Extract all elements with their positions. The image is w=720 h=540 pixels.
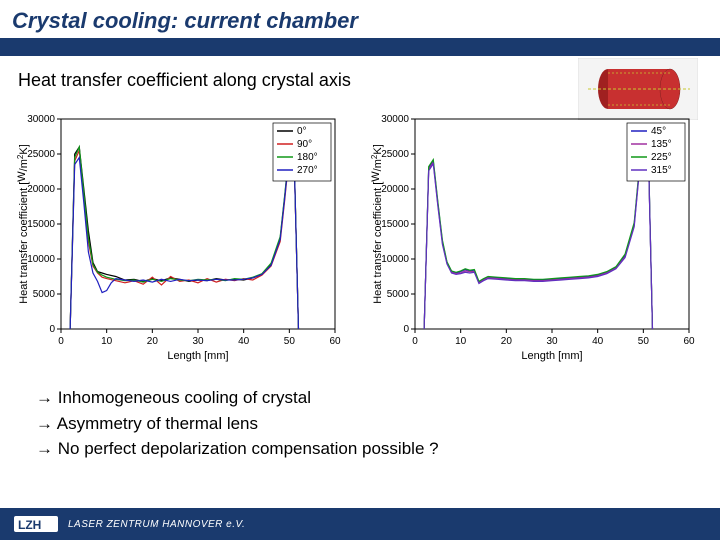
svg-text:Length [mm]: Length [mm] — [521, 350, 582, 362]
svg-text:225°: 225° — [651, 152, 672, 163]
svg-text:Heat transfer coefficient [W/m: Heat transfer coefficient [W/m2K] — [370, 144, 384, 304]
svg-text:90°: 90° — [297, 139, 312, 150]
svg-text:25000: 25000 — [27, 149, 55, 160]
svg-text:20000: 20000 — [27, 184, 55, 195]
svg-text:10: 10 — [101, 336, 113, 347]
bullet-2: Asymmetry of thermal lens — [36, 411, 684, 437]
svg-text:Length [mm]: Length [mm] — [167, 350, 228, 362]
svg-text:15000: 15000 — [27, 219, 55, 230]
chart-right: 0 10 20 30 40 50 60 0 5000 10000 15000 20000 25000 30… — [367, 107, 707, 367]
svg-text:20: 20 — [501, 336, 513, 347]
lzh-logo-icon: LZH — [14, 514, 60, 534]
svg-text:30000: 30000 — [381, 114, 409, 125]
svg-text:45°: 45° — [651, 126, 666, 137]
title-bar: Crystal cooling: current chamber — [0, 0, 720, 38]
svg-text:30: 30 — [192, 336, 204, 347]
footer-logo: LZH LASER ZENTRUM HANNOVER e.V. — [14, 514, 245, 534]
svg-text:0: 0 — [58, 336, 64, 347]
svg-text:60: 60 — [683, 336, 695, 347]
svg-text:50: 50 — [638, 336, 650, 347]
title-underline — [0, 38, 720, 56]
svg-text:40: 40 — [238, 336, 250, 347]
svg-text:LZH: LZH — [18, 518, 41, 532]
svg-text:40: 40 — [592, 336, 604, 347]
footer-bar: LZH LASER ZENTRUM HANNOVER e.V. — [0, 508, 720, 540]
svg-text:5000: 5000 — [33, 289, 56, 300]
bullet-1: Inhomogeneous cooling of crystal — [36, 385, 684, 411]
page-title: Crystal cooling: current chamber — [12, 8, 358, 33]
svg-text:5000: 5000 — [387, 289, 410, 300]
svg-text:Heat transfer coefficient [W/m: Heat transfer coefficient [W/m2K] — [16, 144, 30, 304]
chart-left: 0 10 20 30 40 50 60 0 5000 10000 15000 20000 25000 30… — [13, 107, 353, 367]
svg-text:315°: 315° — [651, 165, 672, 176]
svg-text:20000: 20000 — [381, 184, 409, 195]
svg-text:25000: 25000 — [381, 149, 409, 160]
svg-text:20: 20 — [147, 336, 159, 347]
svg-text:50: 50 — [284, 336, 296, 347]
svg-text:15000: 15000 — [381, 219, 409, 230]
charts-row: 0102030405060050001000015000200002500030… — [0, 97, 720, 367]
svg-text:135°: 135° — [651, 139, 672, 150]
svg-text:30: 30 — [546, 336, 558, 347]
svg-text:60: 60 — [329, 336, 341, 347]
svg-text:180°: 180° — [297, 152, 318, 163]
footer-org: LASER ZENTRUM HANNOVER e.V. — [68, 519, 245, 530]
svg-text:0°: 0° — [297, 126, 307, 137]
svg-text:10000: 10000 — [381, 254, 409, 265]
svg-text:10: 10 — [455, 336, 467, 347]
svg-text:270°: 270° — [297, 165, 318, 176]
conclusions-list: Inhomogeneous cooling of crystal Asymmet… — [0, 367, 720, 462]
svg-text:0: 0 — [49, 324, 55, 335]
svg-text:10000: 10000 — [27, 254, 55, 265]
svg-text:0: 0 — [403, 324, 409, 335]
bullet-3: No perfect depolarization compensation p… — [36, 436, 684, 462]
svg-text:0: 0 — [412, 336, 418, 347]
svg-text:30000: 30000 — [27, 114, 55, 125]
